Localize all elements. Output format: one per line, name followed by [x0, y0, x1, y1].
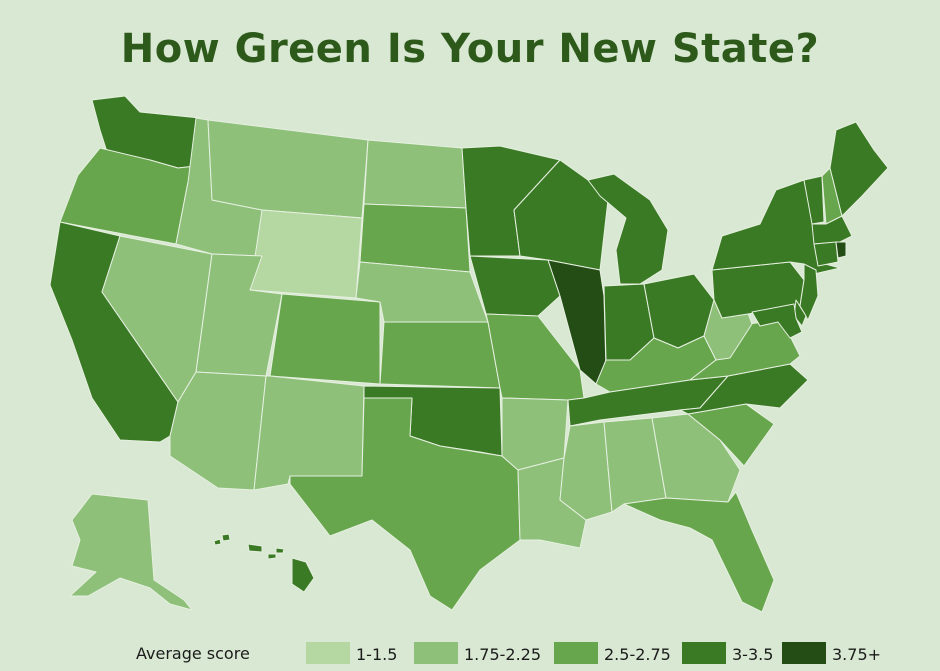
state-ak[interactable]: [69, 493, 193, 611]
legend-label: 1.75-2.25: [464, 645, 542, 664]
state-nc[interactable]: [679, 363, 809, 415]
legend-swatch: [306, 642, 350, 664]
state-ks[interactable]: [379, 321, 501, 389]
map-title: How Green Is Your New State?: [120, 26, 820, 72]
state-tx[interactable]: [289, 397, 521, 611]
state-sd[interactable]: [359, 203, 471, 273]
legend-label: 3-3.5: [732, 645, 774, 664]
state-nd[interactable]: [363, 139, 467, 209]
state-ct[interactable]: [813, 241, 839, 267]
state-wy[interactable]: [249, 209, 363, 299]
legend-title: Average score: [136, 644, 250, 663]
state-ri[interactable]: [835, 241, 847, 259]
legend-label: 3.75+: [832, 645, 882, 664]
legend-swatch: [554, 642, 598, 664]
state-vt[interactable]: [803, 175, 825, 225]
state-co[interactable]: [269, 293, 381, 385]
legend: Average score 1-1.5 1.75-2.25 2.5-2.75 3…: [0, 640, 940, 668]
legend-swatch: [414, 642, 458, 664]
legend-label: 1-1.5: [356, 645, 398, 664]
state-mt[interactable]: [207, 119, 369, 219]
legend-swatch: [782, 642, 826, 664]
state-fl[interactable]: [623, 491, 775, 613]
state-wi[interactable]: [513, 159, 609, 271]
state-me[interactable]: [829, 121, 889, 217]
state-nm[interactable]: [253, 375, 365, 491]
state-ia[interactable]: [469, 255, 561, 317]
state-md[interactable]: [751, 303, 803, 339]
state-hi[interactable]: [213, 533, 315, 593]
legend-swatch: [682, 642, 726, 664]
state-nj[interactable]: [799, 263, 819, 321]
legend-label: 2.5-2.75: [604, 645, 671, 664]
state-ms[interactable]: [559, 421, 613, 521]
